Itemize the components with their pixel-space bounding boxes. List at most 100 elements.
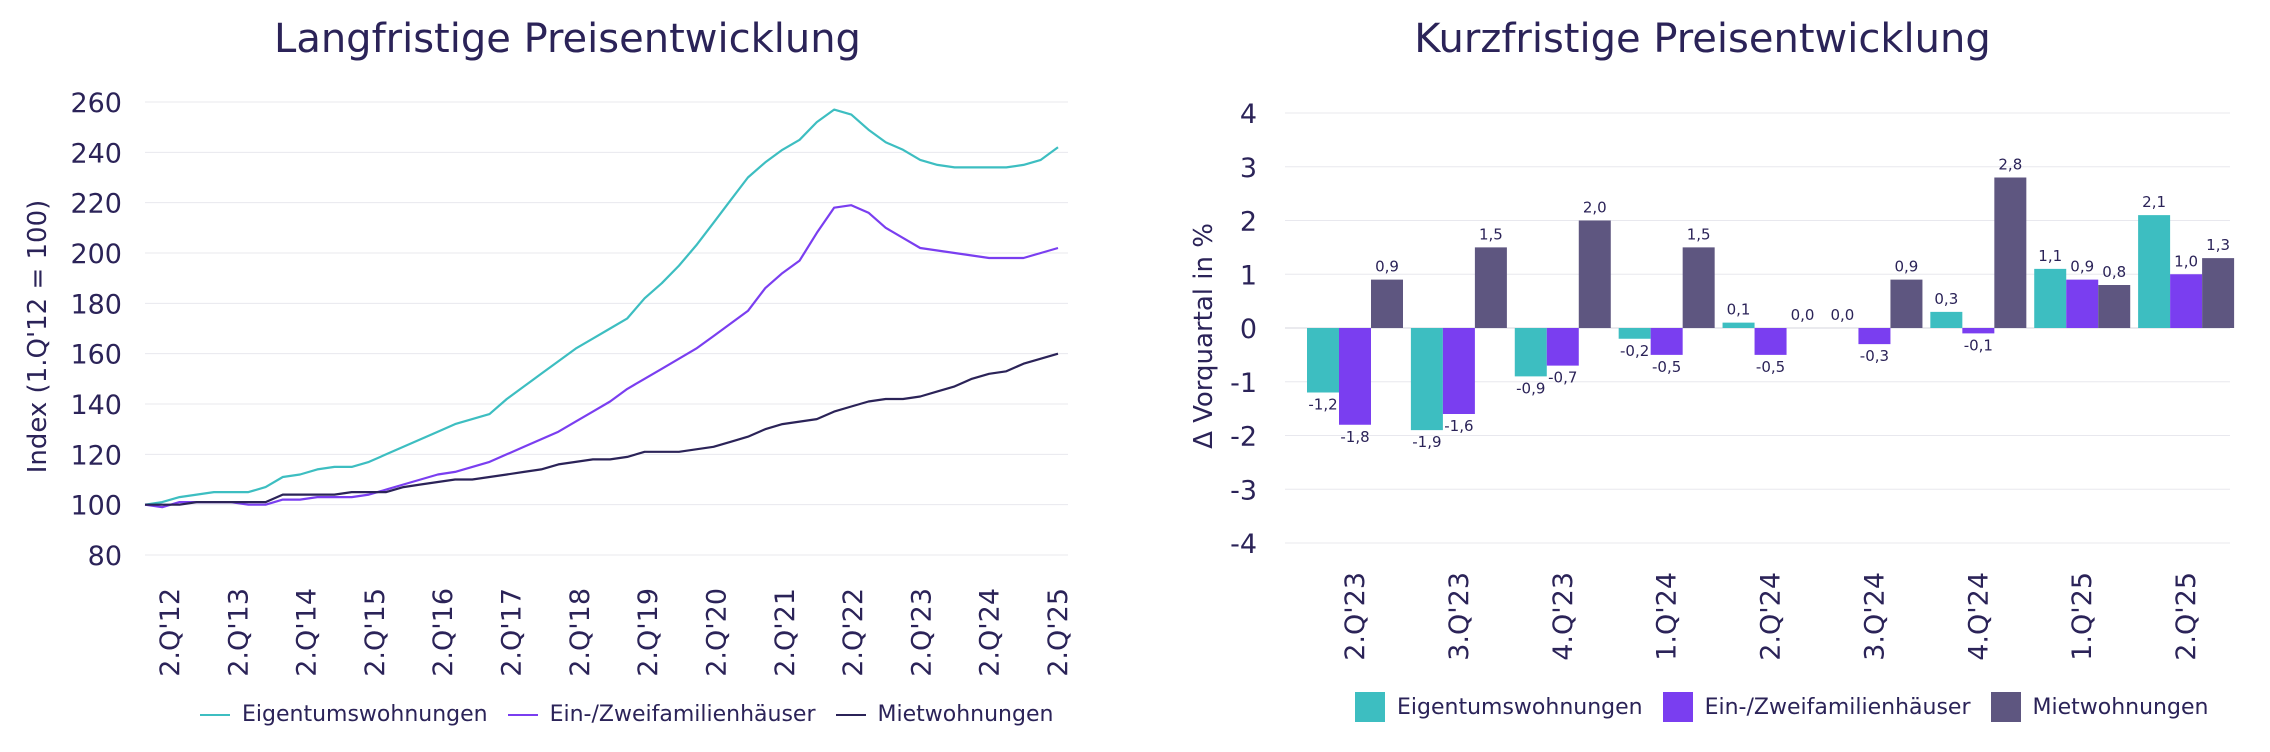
bar-data-label: 2,1: [2142, 193, 2166, 211]
x-tick-label: 2.Q'23: [1340, 572, 1371, 661]
bar-data-label: -0,5: [1652, 358, 1681, 376]
y-tick-label: 3: [1240, 153, 1257, 184]
y-tick-label: 160: [70, 340, 122, 371]
bar-data-label: 2,8: [1998, 156, 2022, 174]
y-tick-label: -2: [1230, 422, 1257, 453]
bar-miet: [1474, 247, 1507, 328]
long-term-chart-panel: Langfristige Preisentwicklung 80 100 120 14…: [23, 16, 1074, 727]
bar-data-label: -0,2: [1620, 342, 1649, 360]
legend-item-eigentum: Eigentumswohnungen: [200, 702, 488, 727]
y-tick-label: 240: [70, 138, 122, 169]
bar-efh: [1546, 328, 1579, 366]
bar-data-label: 2,0: [1583, 199, 1607, 217]
x-tick-label: 2.Q'17: [497, 588, 528, 677]
bar-data-label: -0,9: [1516, 379, 1545, 397]
x-tick-label: 1.Q'24: [1652, 572, 1683, 661]
bar-efh: [2066, 279, 2099, 328]
x-tick-label: 2.Q'22: [838, 588, 869, 677]
x-tick-label: 2.Q'23: [906, 588, 937, 677]
y-axis-label: Index (1.Q'12 = 100): [23, 200, 53, 474]
series-line-efh: [144, 204, 1059, 509]
x-tick-label: 2.Q'25: [2171, 572, 2202, 661]
bar-data-label: 0,8: [2102, 263, 2126, 281]
bar-legend-item-miet: Mietwohnungen: [1990, 692, 2208, 722]
x-tick-label: 2.Q'19: [633, 588, 664, 677]
y-tick-label: 260: [70, 88, 122, 119]
x-tick-label: 3.Q'24: [1859, 572, 1890, 661]
bar-legend-swatch-eigentum: [1355, 692, 1385, 722]
bar-efh: [1962, 328, 1995, 334]
bar-eigentum: [1514, 328, 1547, 377]
x-tick-label: 2.Q'24: [1756, 572, 1787, 661]
x-tick-label: 4.Q'23: [1548, 572, 1579, 661]
y-tick-label: 140: [70, 390, 122, 421]
bar-eigentum: [1410, 328, 1443, 431]
y-tick-label: 180: [70, 289, 122, 320]
bar-data-label: -0,1: [1964, 336, 1993, 354]
bar-eigentum: [2138, 215, 2171, 328]
x-tick-label: 1.Q'25: [2067, 572, 2098, 661]
bar-data-label: -1,8: [1340, 428, 1369, 446]
bar-data-label: 0,3: [1934, 290, 1958, 308]
legend-item-efh: Ein-/Zweifamilienhäuser: [507, 702, 816, 727]
y-tick-label: 120: [70, 440, 122, 471]
bar-legend-label-efh: Ein-/Zweifamilienhäuser: [1704, 694, 1971, 720]
y-tick-label: 220: [70, 189, 122, 220]
bar-efh: [1442, 328, 1475, 414]
x-tick-label: 2.Q'18: [565, 588, 596, 677]
bar-legend-item-efh: Ein-/Zweifamilienhäuser: [1662, 692, 1971, 722]
short-term-legend: Eigentumswohnungen Ein-/Zweifamilienhäus…: [1355, 692, 2208, 722]
bar-efh: [1650, 328, 1683, 355]
y-tick-label: 0: [1240, 314, 1257, 345]
bar-legend-swatch-miet: [1990, 692, 2021, 722]
x-tick-label: 2.Q'13: [223, 588, 254, 677]
bar-efh: [1858, 328, 1891, 345]
x-tick-label: 3.Q'23: [1444, 572, 1475, 661]
y-tick-label: 100: [70, 491, 122, 522]
y-tick-label: 1: [1240, 260, 1257, 291]
bar-miet: [2098, 285, 2131, 328]
y-tick-label: 80: [88, 541, 122, 572]
bar-legend-item-eigentum: Eigentumswohnungen: [1355, 692, 1643, 722]
legend-swatch-eigentum: [200, 713, 230, 716]
series-line-miet: [145, 352, 1059, 506]
bar-data-label: 1,1: [2038, 247, 2062, 265]
bar-miet: [2202, 258, 2235, 328]
long-term-legend: Eigentumswohnungen Ein-/Zweifamilienhäus…: [200, 702, 1053, 727]
bar-data-label: -1,9: [1412, 433, 1441, 451]
long-term-chart-title: Langfristige Preisentwicklung: [274, 16, 861, 62]
x-tick-label: 2.Q'25: [1043, 588, 1074, 677]
bar-data-label: 0,0: [1831, 306, 1855, 324]
x-tick-label: 2.Q'24: [975, 588, 1006, 677]
bar-data-label: 0,0: [1791, 306, 1815, 324]
short-term-bar-chart: -4 -3 -2 -1 0 1 2 3 4 Δ Vorquartal in % -1,2-1,8 0,…: [1189, 99, 2235, 661]
bar-data-label: 1,0: [2174, 252, 2198, 270]
bar-eigentum: [1930, 311, 1963, 328]
bar-data-label: 1,5: [1687, 225, 1711, 243]
short-term-chart-panel: Kurzfristige Preisentwicklung -4 -3 -2 -1 0 1…: [1135, 0, 2270, 752]
x-tick-label: 2.Q'21: [770, 588, 801, 677]
bar-eigentum: [1618, 328, 1651, 339]
bar-data-label: -0,5: [1756, 358, 1785, 376]
bar-data-label: 0,9: [1895, 258, 1919, 276]
legend-label-miet: Mietwohnungen: [877, 702, 1054, 727]
legend-label-eigentum: Eigentumswohnungen: [242, 702, 488, 727]
series-line-eigentum: [144, 108, 1059, 506]
y-axis-label: Δ Vorquartal in %: [1189, 223, 1219, 449]
bar-miet: [1682, 247, 1715, 328]
bar-data-label: -0,3: [1860, 347, 1889, 365]
x-tick-label: 2.Q'15: [360, 588, 391, 677]
y-tick-label: -4: [1230, 529, 1257, 560]
bar-data-label: 0,1: [1727, 301, 1751, 319]
bar-efh: [2170, 274, 2203, 328]
bar-eigentum: [2034, 268, 2067, 328]
bar-data-label: 0,9: [2070, 258, 2094, 276]
legend-label-efh: Ein-/Zweifamilienhäuser: [549, 702, 816, 727]
long-term-line-chart: 80 100 120 140 160 180 200 220 240 260 Index (1.Q'…: [23, 88, 1074, 677]
bar-miet: [1371, 279, 1403, 328]
bar-data-label: 1,3: [2206, 236, 2230, 254]
x-tick-label: 2.Q'14: [292, 588, 323, 677]
legend-swatch-miet: [835, 713, 866, 716]
bar-miet: [1578, 220, 1611, 328]
bar-efh: [1754, 328, 1787, 355]
